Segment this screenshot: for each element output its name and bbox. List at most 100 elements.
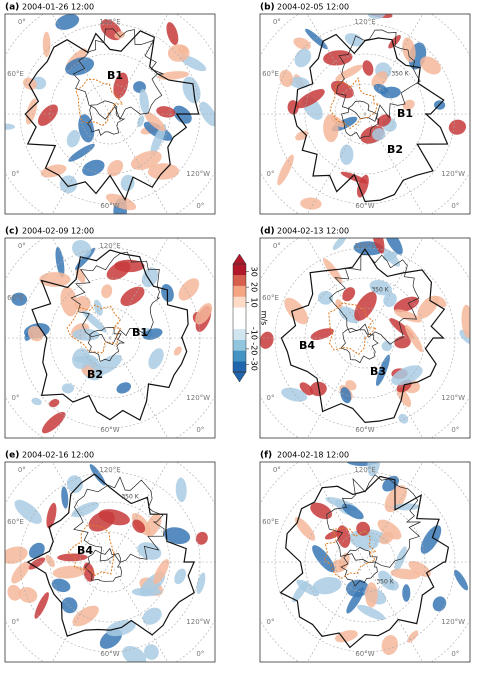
wind-anomaly xyxy=(388,580,399,591)
wind-anomaly xyxy=(195,303,213,325)
wind-anomaly xyxy=(93,354,122,376)
blocking-label: B2 xyxy=(387,143,403,156)
wind-anomaly xyxy=(40,164,67,178)
wind-anomaly xyxy=(340,171,368,184)
colorbar-segment xyxy=(233,274,246,286)
panel-frame xyxy=(4,13,216,215)
wind-anomaly xyxy=(105,193,137,211)
wind-anomaly xyxy=(454,569,469,591)
wind-anomaly xyxy=(107,159,124,177)
map xyxy=(5,14,215,214)
wind-anomaly xyxy=(356,521,371,536)
geo-label: 0° xyxy=(273,242,281,250)
geo-label: 60°E xyxy=(7,294,24,302)
meridian xyxy=(306,113,366,214)
geo-label: 60°E xyxy=(7,70,24,78)
wind-anomaly xyxy=(365,582,378,608)
wind-anomaly xyxy=(391,365,423,386)
wind-anomaly xyxy=(120,286,145,306)
geo-label: 60°W xyxy=(355,202,374,210)
wind-anomaly xyxy=(260,331,274,349)
wind-anomaly xyxy=(113,72,129,99)
meridian xyxy=(306,238,366,339)
wind-anomaly xyxy=(143,328,163,340)
blocking-label: B2 xyxy=(87,368,103,381)
wind-anomaly xyxy=(167,44,190,62)
wind-anomaly xyxy=(367,14,386,20)
coastline xyxy=(87,327,125,362)
wind-anomaly xyxy=(384,238,403,255)
map xyxy=(260,238,470,438)
wind-anomaly xyxy=(420,56,441,75)
wind-anomaly xyxy=(11,561,30,584)
panel-time: 2004-02-05 12:00 xyxy=(277,3,349,12)
wind-anomaly xyxy=(28,557,46,570)
wind-anomaly xyxy=(34,592,49,619)
geo-label: 60°E xyxy=(262,294,279,302)
wind-anomaly xyxy=(312,577,342,595)
meridian xyxy=(51,113,111,214)
wind-anomaly xyxy=(72,348,91,369)
wind-anomaly xyxy=(398,413,409,424)
wind-anomaly xyxy=(29,542,45,559)
coastline xyxy=(72,476,165,563)
wind-anomaly xyxy=(137,542,162,560)
map xyxy=(260,14,470,214)
wind-anomaly xyxy=(363,14,393,19)
geo-label: 0° xyxy=(12,170,20,178)
colorbar-tick-label: 10 xyxy=(250,297,259,307)
wind-anomaly xyxy=(178,278,200,301)
wind-anomaly xyxy=(369,279,392,296)
contour-label: 350 K xyxy=(121,494,139,501)
wind-anomaly xyxy=(39,272,71,287)
wind-anomaly xyxy=(461,304,470,338)
wind-anomaly xyxy=(404,324,423,353)
meridian xyxy=(51,462,111,563)
colorbar-tick-label: 30 xyxy=(250,267,259,277)
colorbar-unit: m/s xyxy=(260,311,269,326)
wind-anomaly xyxy=(324,530,341,540)
geo-label: 0° xyxy=(12,618,20,626)
wind-anomaly xyxy=(339,144,354,165)
colorbar-tick-label: -10 xyxy=(250,327,259,340)
wind-anomaly xyxy=(433,295,447,308)
coastline xyxy=(84,547,122,583)
wind-anomaly xyxy=(42,31,51,58)
wind-anomaly xyxy=(323,258,343,284)
geo-label: 60°W xyxy=(100,650,119,658)
wind-anomaly xyxy=(380,86,401,99)
theta-contour xyxy=(293,33,449,203)
meridian xyxy=(306,561,366,662)
coastline xyxy=(340,323,379,364)
wind-anomaly xyxy=(342,287,356,302)
panel-time: 2004-02-13 12:00 xyxy=(277,227,349,236)
panel-frame xyxy=(259,237,471,439)
meridian xyxy=(364,561,424,662)
geo-label: 0° xyxy=(451,202,459,210)
panel-time: 2004-02-16 12:00 xyxy=(22,451,94,460)
wind-anomaly xyxy=(432,596,447,612)
colorbar-segment xyxy=(233,328,246,340)
wind-anomaly xyxy=(74,295,91,312)
wind-anomaly xyxy=(153,559,170,585)
wind-anomaly xyxy=(402,99,415,111)
wind-anomaly xyxy=(65,57,95,76)
wind-anomaly xyxy=(59,175,78,194)
wind-anomaly xyxy=(173,346,182,356)
wind-anomaly xyxy=(55,246,65,278)
wind-anomaly xyxy=(122,645,147,662)
geo-label: 120°E xyxy=(354,242,375,250)
contour-label: 350 K xyxy=(391,71,409,78)
blocking-label: B1 xyxy=(132,326,148,339)
theta-contour xyxy=(31,249,189,421)
wind-anomaly xyxy=(139,88,149,115)
colorbar-segment xyxy=(233,339,246,351)
meridian xyxy=(109,337,169,438)
wind-anomaly xyxy=(173,105,192,124)
wind-anomaly xyxy=(199,101,215,127)
wind-anomaly xyxy=(312,545,335,573)
wind-anomaly xyxy=(132,519,146,533)
wind-anomaly xyxy=(300,197,322,210)
wind-anomaly xyxy=(384,485,407,513)
